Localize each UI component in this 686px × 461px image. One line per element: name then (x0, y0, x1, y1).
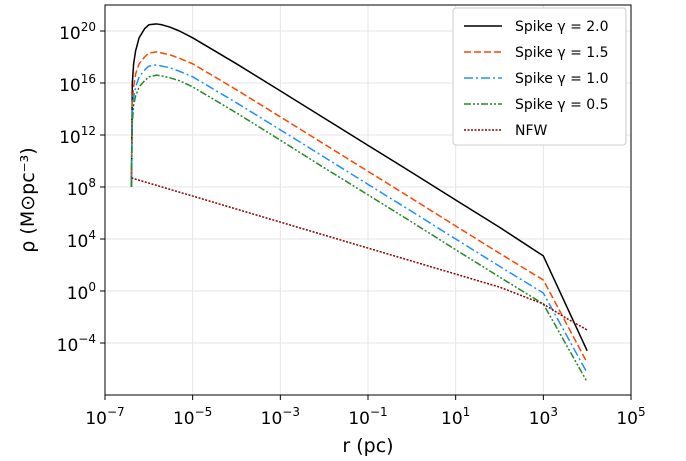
series-line-2 (130, 64, 588, 374)
y-tick-label: 10−4 (57, 332, 96, 356)
series-line-4 (131, 177, 588, 331)
x-tick-label: 10−3 (261, 405, 300, 429)
y-tick-label: 104 (67, 228, 96, 252)
legend-label-3: Spike γ = 0.5 (515, 97, 609, 113)
x-tick-label: 10−1 (348, 405, 387, 429)
y-tick-label: 1012 (59, 124, 96, 148)
x-axis-title: r (pc) (342, 435, 393, 457)
x-tick-label: 105 (616, 405, 645, 429)
y-tick-label: 1020 (59, 20, 96, 44)
series-line-0 (130, 23, 588, 352)
x-tick-label: 103 (529, 405, 558, 429)
x-tick-label: 10−7 (85, 405, 124, 429)
y-tick-label: 1016 (59, 72, 96, 96)
legend-box (452, 7, 627, 146)
series-line-1 (130, 51, 588, 364)
series-layer (130, 23, 588, 383)
series-line-3 (130, 74, 588, 383)
legend-label-4: NFW (515, 123, 548, 139)
legend-label-2: Spike γ = 1.0 (515, 71, 609, 87)
legend-label-0: Spike γ = 2.0 (515, 19, 609, 35)
legend: Spike γ = 2.0 Spike γ = 1.5 Spike γ = 1.0 S… (452, 7, 627, 146)
x-axis: 10−7 10−5 10−3 10−1 101 103 105 (85, 395, 646, 429)
x-tick-label: 101 (441, 405, 470, 429)
y-tick-label: 108 (67, 176, 96, 200)
y-axis-title: ρ (M⊙pc⁻³) (17, 147, 39, 252)
legend-label-1: Spike γ = 1.5 (515, 45, 609, 61)
y-axis: 10−4 100 104 108 1012 1016 1020 (57, 20, 105, 356)
y-tick-label: 100 (67, 280, 96, 304)
x-tick-label: 10−5 (173, 405, 212, 429)
